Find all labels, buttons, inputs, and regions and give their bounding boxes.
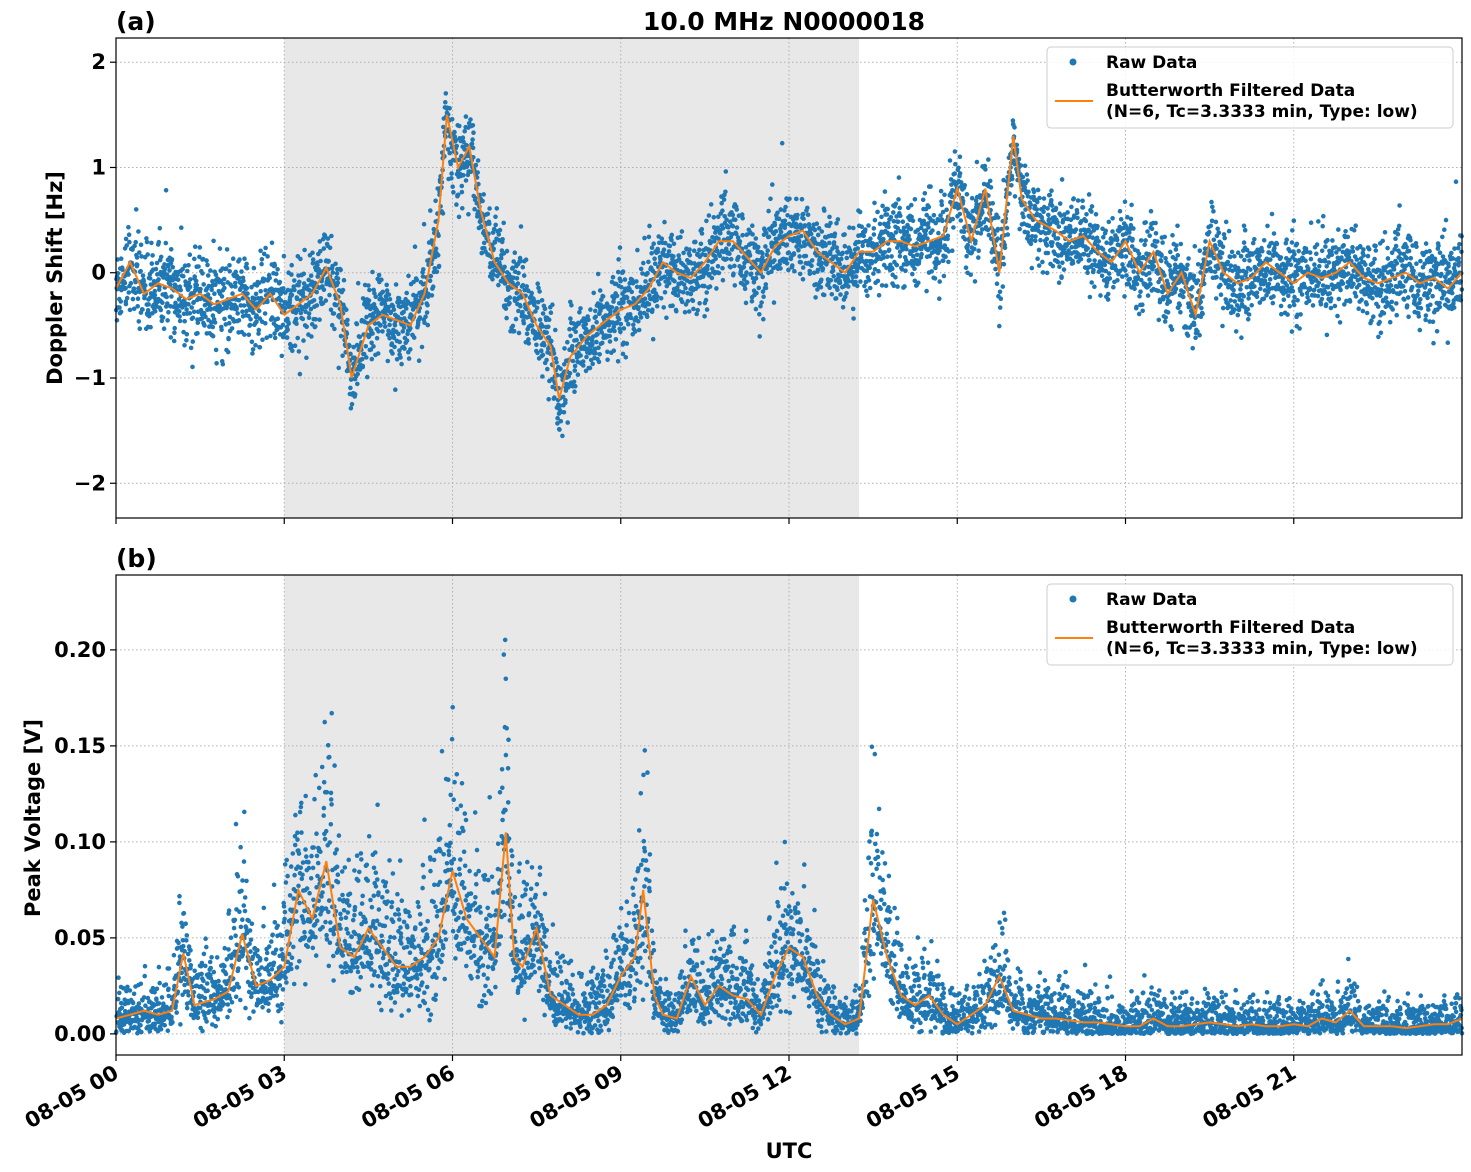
panel-a-legend: Raw Data Butterworth Filtered Data (N=6,… [1046, 46, 1454, 129]
panel-a-raw-data-points [113, 91, 1465, 439]
panel-a-legend-filtered-label-2: (N=6, Tc=3.3333 min, Type: low) [1106, 102, 1418, 122]
x-tick-label: 08-05 06 [357, 1061, 459, 1134]
y-tick-label: 0 [91, 261, 106, 285]
x-tick-label: 08-05 15 [862, 1061, 964, 1134]
panel-a-shaded-span [284, 38, 860, 518]
y-tick-label: −1 [74, 366, 106, 390]
panel-b-legend-raw-label: Raw Data [1106, 590, 1197, 610]
panel-b-raw-data-points [113, 637, 1465, 1037]
panel-a-legend-raw-label: Raw Data [1106, 53, 1197, 73]
y-tick-label: 2 [91, 50, 106, 74]
panel-b-label: (b) [116, 544, 157, 573]
panel-a-y-ticks: 2 1 0 −1 −2 [74, 50, 116, 495]
panel-b-legend-filtered-label-1: Butterworth Filtered Data [1106, 618, 1355, 638]
panel-b-y-axis-label: Peak Voltage [V] [21, 719, 45, 917]
panel-a-legend-box [1046, 46, 1454, 129]
y-tick-label: 0.15 [54, 734, 106, 758]
x-axis-label: UTC [766, 1139, 813, 1163]
y-tick-label: 1 [91, 155, 106, 179]
raw-data-scatter [113, 637, 1465, 1037]
panel-a-doppler-shift: (a) 2 1 0 −1 −2 Doppler Shift [Hz] Raw Data … [43, 7, 1465, 524]
panel-a-x-ticks [115, 518, 1295, 524]
panel-b-x-ticks: 08-05 00 08-05 03 08-05 06 08-05 09 08-05 12… [21, 1055, 1300, 1134]
panel-a-legend-raw-marker [1069, 58, 1077, 66]
panel-b-peak-voltage: (b) 0.200.150.100.050.00 08-05 00 08-05 0… [21, 544, 1465, 1133]
figure-title: 10.0 MHz N0000018 [643, 7, 925, 36]
panel-a-label: (a) [116, 7, 156, 36]
y-tick-label: −2 [74, 471, 106, 495]
x-tick-label: 08-05 12 [694, 1061, 796, 1134]
panel-a-y-axis-label: Doppler Shift [Hz] [43, 171, 67, 385]
y-tick-label: 0.20 [54, 638, 106, 662]
panel-b-legend-filtered-label-2: (N=6, Tc=3.3333 min, Type: low) [1106, 639, 1418, 659]
x-tick-label: 08-05 21 [1198, 1061, 1300, 1134]
raw-data-scatter [113, 91, 1465, 439]
panel-b-legend-raw-marker [1069, 595, 1077, 603]
x-tick-label: 08-05 18 [1030, 1061, 1132, 1134]
y-tick-label: 0.00 [54, 1022, 106, 1046]
x-tick-label: 08-05 03 [189, 1061, 291, 1134]
x-tick-label: 08-05 09 [525, 1061, 627, 1134]
y-tick-label: 0.10 [54, 830, 106, 854]
x-tick-label: 08-05 00 [21, 1061, 123, 1134]
panel-b-y-ticks: 0.20 0.15 0.10 0.05 0.00 [54, 638, 116, 1046]
y-tick-label: 0.05 [54, 926, 106, 950]
panel-b-legend: Raw Data Butterworth Filtered Data (N=6,… [1046, 583, 1454, 666]
panel-b-filtered-line [115, 832, 1463, 1030]
panel-b-grid [116, 575, 1462, 1055]
panel-b-legend-box [1046, 583, 1454, 666]
panel-a-legend-filtered-label-1: Butterworth Filtered Data [1106, 81, 1355, 101]
panel-a-filtered-line [115, 114, 1463, 400]
